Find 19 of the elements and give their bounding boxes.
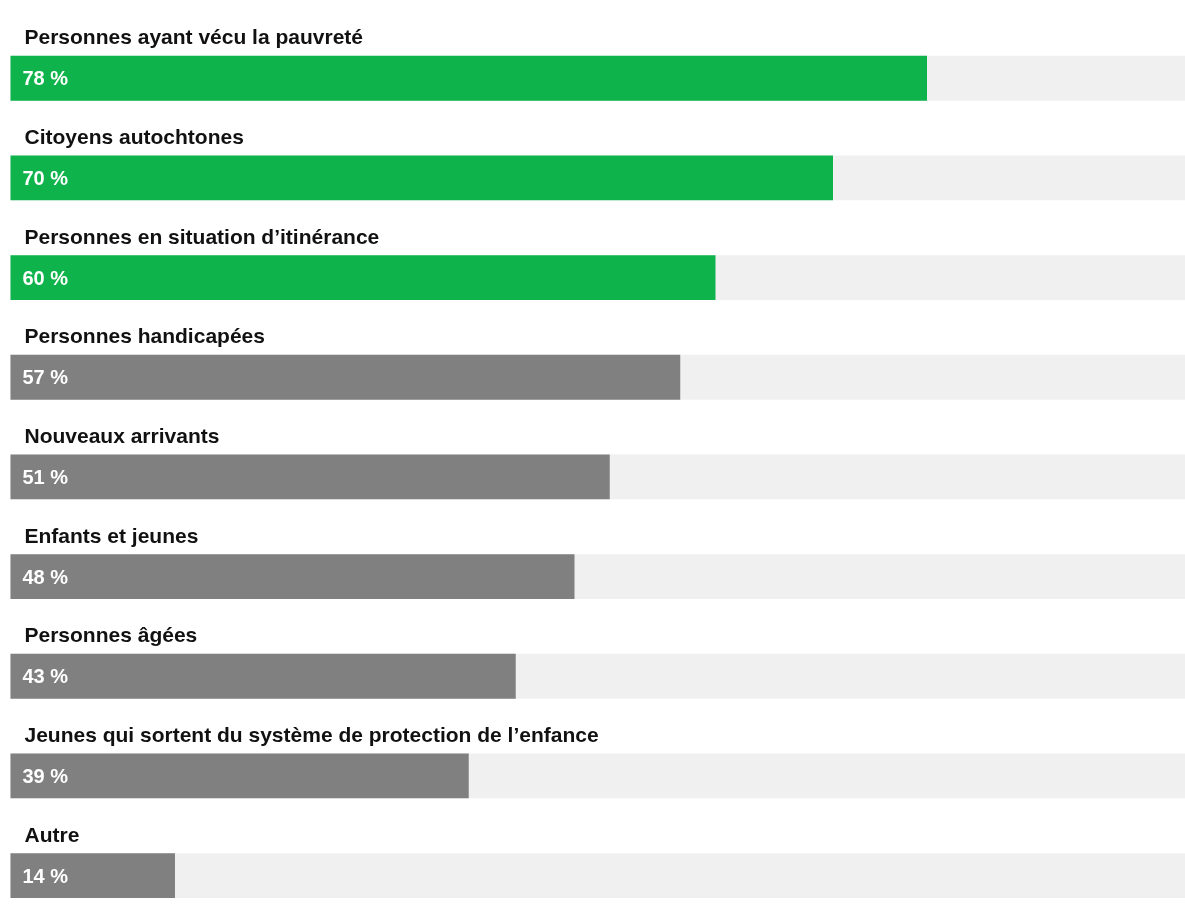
data-label: 14 % [22,864,69,887]
data-label: 70 % [22,166,69,189]
data-label: 48 % [22,565,69,588]
data-label: 60 % [22,266,69,289]
y-tick-label: Nouveaux arrivants [24,424,220,448]
data-label: 57 % [22,366,69,389]
y-tick-label: Enfants et jeunes [24,523,199,547]
y-tick-label: Citoyens autochtones [24,125,244,149]
bar [10,853,175,899]
y-tick-label: Personnes handicapées [24,324,265,348]
y-tick-label: Personnes âgées [24,623,198,647]
data-label: 51 % [22,465,69,488]
y-tick-label: Personnes ayant vécu la pauvreté [24,25,363,49]
data-label: 78 % [22,67,69,90]
y-tick-label: Personnes en situation d’itinérance [24,224,380,248]
y-tick-label: Autre [24,822,80,846]
y-tick-label: Jeunes qui sortent du système de protection de l’enfance [24,723,599,747]
data-label: 43 % [22,665,69,688]
data-label: 39 % [22,764,69,787]
